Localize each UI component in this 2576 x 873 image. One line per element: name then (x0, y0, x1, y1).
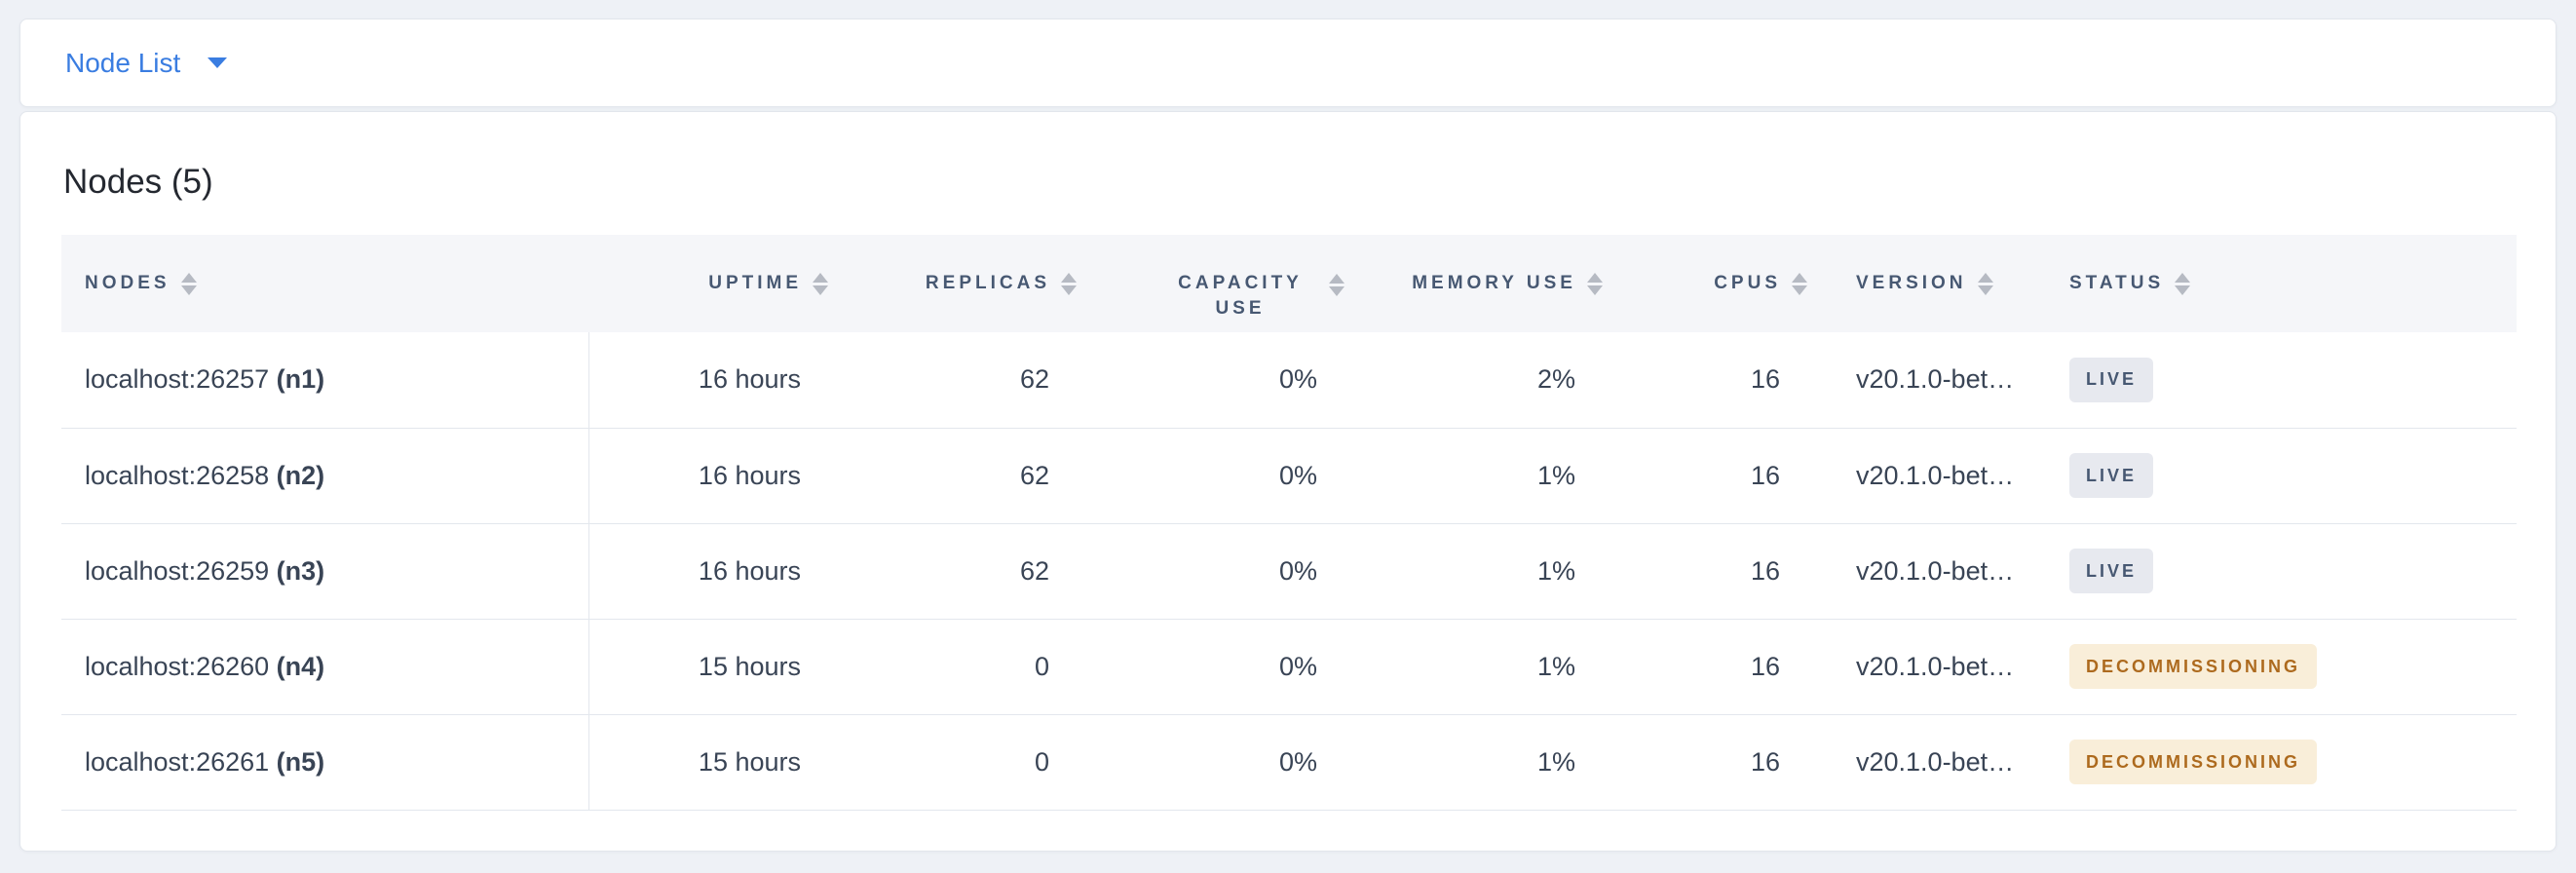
column-label: REPLICAS (925, 273, 1050, 293)
table-row: localhost:26261 (n5) 15 hours 0 0% 1% 16… (61, 714, 2517, 811)
capacity-use-cell: 0% (1088, 523, 1356, 620)
page: Node List Nodes (5) NODES (19, 19, 2557, 852)
column-header-replicas[interactable]: REPLICAS (840, 235, 1088, 332)
capacity-use-cell: 0% (1088, 619, 1356, 715)
node-address-cell: localhost:26261 (n5) (61, 714, 589, 811)
node-list-dropdown[interactable]: Node List (65, 47, 228, 79)
version-cell: v20.1.0-bet… (1819, 523, 2038, 620)
replicas-cell: 62 (840, 523, 1088, 620)
sort-icon (813, 272, 828, 295)
node-id: (n1) (276, 364, 325, 395)
status-cell: LIVE (2038, 332, 2517, 429)
node-address-cell: localhost:26259 (n3) (61, 523, 589, 620)
memory-use-cell: 2% (1356, 332, 1614, 429)
status-badge: LIVE (2069, 453, 2154, 498)
memory-use-cell: 1% (1356, 523, 1614, 620)
node-id: (n4) (276, 651, 325, 681)
memory-use-cell: 1% (1356, 428, 1614, 524)
status-badge: DECOMMISSIONING (2069, 644, 2318, 689)
node-id: (n3) (276, 555, 325, 586)
replicas-cell: 0 (840, 619, 1088, 715)
column-label: VERSION (1856, 273, 1967, 293)
cpus-cell: 16 (1614, 714, 1819, 811)
uptime-cell: 16 hours (588, 332, 840, 429)
version-cell: v20.1.0-bet… (1819, 714, 2038, 811)
column-label: MEMORY USE (1412, 273, 1576, 293)
status-cell: DECOMMISSIONING (2038, 714, 2517, 811)
status-cell: LIVE (2038, 523, 2517, 620)
uptime-cell: 15 hours (588, 714, 840, 811)
column-label: CAPACITY USE (1178, 273, 1303, 319)
column-label: STATUS (2069, 273, 2165, 293)
uptime-cell: 16 hours (588, 428, 840, 524)
column-header-uptime[interactable]: UPTIME (588, 235, 840, 332)
cpus-cell: 16 (1614, 332, 1819, 429)
node-address-cell: localhost:26258 (n2) (61, 428, 589, 524)
uptime-cell: 15 hours (588, 619, 840, 715)
table-header-row: NODES UPTIME REPLICAS (61, 235, 2517, 332)
column-header-memory-use[interactable]: MEMORY USE (1356, 235, 1614, 332)
sort-icon (180, 272, 197, 295)
sort-icon (1587, 272, 1603, 295)
cpus-cell: 16 (1614, 619, 1819, 715)
memory-use-cell: 1% (1356, 714, 1614, 811)
cpus-cell: 16 (1614, 428, 1819, 524)
sort-icon (1061, 272, 1077, 295)
status-badge: DECOMMISSIONING (2069, 740, 2318, 784)
capacity-use-cell: 0% (1088, 714, 1356, 811)
sort-icon (2175, 272, 2191, 295)
node-address-cell: localhost:26260 (n4) (61, 619, 589, 715)
table-row: localhost:26257 (n1) 16 hours 62 0% 2% 1… (61, 332, 2517, 429)
column-header-nodes[interactable]: NODES (61, 235, 588, 332)
version-cell: v20.1.0-bet… (1819, 332, 2038, 429)
sort-icon (1792, 272, 1807, 295)
column-header-cpus[interactable]: CPUS (1614, 235, 1819, 332)
status-badge: LIVE (2069, 549, 2154, 593)
view-switcher-bar: Node List (19, 19, 2557, 107)
column-header-capacity-use[interactable]: CAPACITY USE (1088, 235, 1356, 332)
node-id: (n5) (276, 746, 325, 777)
status-cell: DECOMMISSIONING (2038, 619, 2517, 715)
cpus-cell: 16 (1614, 523, 1819, 620)
status-cell: LIVE (2038, 428, 2517, 524)
nodes-card: Nodes (5) NODES (19, 111, 2557, 852)
version-cell: v20.1.0-bet… (1819, 619, 2038, 715)
status-badge: LIVE (2069, 357, 2154, 402)
sort-icon (1329, 274, 1345, 296)
column-header-version[interactable]: VERSION (1819, 235, 2038, 332)
node-list-dropdown-label: Node List (65, 47, 181, 78)
replicas-cell: 0 (840, 714, 1088, 811)
column-label: CPUS (1714, 273, 1781, 293)
sort-icon (1977, 272, 1993, 295)
replicas-cell: 62 (840, 332, 1088, 429)
uptime-cell: 16 hours (588, 523, 840, 620)
table-row: localhost:26260 (n4) 15 hours 0 0% 1% 16… (61, 619, 2517, 715)
column-label: NODES (85, 273, 170, 293)
chevron-down-icon (208, 57, 228, 68)
version-cell: v20.1.0-bet… (1819, 428, 2038, 524)
column-label: UPTIME (708, 273, 802, 293)
table-row: localhost:26259 (n3) 16 hours 62 0% 1% 1… (61, 523, 2517, 620)
capacity-use-cell: 0% (1088, 332, 1356, 429)
page-title: Nodes (5) (63, 163, 213, 201)
nodes-table: NODES UPTIME REPLICAS (61, 235, 2517, 811)
column-header-status[interactable]: STATUS (2038, 235, 2517, 332)
node-address-cell: localhost:26257 (n1) (61, 332, 589, 429)
table-row: localhost:26258 (n2) 16 hours 62 0% 1% 1… (61, 428, 2517, 524)
memory-use-cell: 1% (1356, 619, 1614, 715)
node-id: (n2) (276, 460, 325, 490)
replicas-cell: 62 (840, 428, 1088, 524)
capacity-use-cell: 0% (1088, 428, 1356, 524)
